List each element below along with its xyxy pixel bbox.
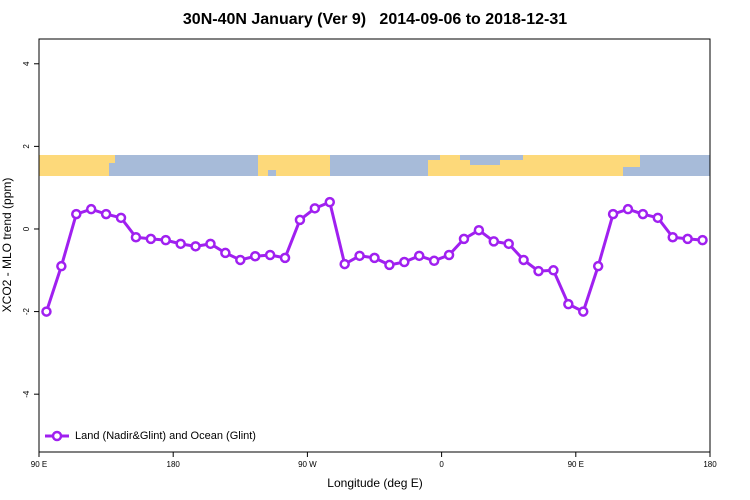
y-tick-label: -4 bbox=[22, 390, 31, 398]
point bbox=[235, 254, 246, 266]
point bbox=[160, 234, 171, 246]
plot-frame bbox=[38, 38, 711, 453]
point bbox=[279, 252, 291, 264]
point bbox=[607, 208, 619, 220]
point bbox=[637, 208, 649, 220]
point bbox=[85, 203, 97, 215]
point bbox=[443, 249, 455, 261]
point bbox=[339, 258, 350, 270]
point bbox=[56, 260, 67, 272]
y-tick-label: 0 bbox=[22, 226, 31, 231]
x-tick-label: 0 bbox=[439, 460, 444, 469]
point bbox=[220, 247, 231, 259]
y-axis-label: XCO2 - MLO trend (ppm) bbox=[0, 178, 14, 313]
point bbox=[518, 254, 529, 266]
point bbox=[488, 236, 500, 247]
point bbox=[130, 231, 142, 243]
map-band bbox=[39, 155, 710, 176]
point bbox=[175, 238, 186, 250]
point bbox=[354, 250, 365, 262]
point bbox=[697, 234, 708, 246]
y-tick-label: 4 bbox=[22, 61, 31, 66]
point bbox=[473, 224, 485, 236]
point bbox=[413, 250, 425, 262]
chart-title: 30N-40N January (Ver 9) 2014-09-06 to 20… bbox=[183, 11, 567, 28]
point bbox=[563, 298, 574, 310]
point bbox=[264, 249, 276, 261]
point bbox=[667, 231, 678, 243]
point bbox=[294, 214, 306, 226]
x-tick-label: 90 E bbox=[568, 460, 584, 469]
point bbox=[548, 265, 559, 276]
point bbox=[384, 259, 395, 271]
point bbox=[190, 241, 201, 252]
point bbox=[592, 260, 604, 272]
point bbox=[249, 250, 261, 262]
y-tick-label: 2 bbox=[22, 144, 31, 149]
point bbox=[115, 212, 127, 224]
point bbox=[399, 256, 410, 268]
x-tick-label: 180 bbox=[167, 460, 181, 469]
x-tick-label: 180 bbox=[703, 460, 717, 469]
point bbox=[100, 208, 112, 220]
legend-label: Land (Nadir&Glint) and Ocean (Glint) bbox=[75, 430, 256, 442]
point bbox=[503, 238, 514, 250]
point bbox=[458, 233, 470, 245]
point bbox=[41, 306, 52, 317]
point bbox=[324, 196, 336, 208]
point bbox=[622, 203, 634, 215]
point bbox=[71, 208, 82, 220]
point bbox=[309, 203, 321, 214]
point bbox=[578, 306, 589, 317]
point bbox=[369, 252, 380, 264]
x-axis-label: Longitude (deg E) bbox=[327, 476, 422, 490]
x-tick-label: 90 W bbox=[298, 460, 317, 469]
legend-marker bbox=[51, 430, 63, 442]
point bbox=[682, 233, 693, 245]
point bbox=[205, 238, 216, 250]
y-tick-label: -2 bbox=[22, 307, 31, 315]
point bbox=[533, 265, 544, 277]
x-tick-label: 90 E bbox=[31, 460, 47, 469]
point bbox=[652, 212, 664, 224]
point bbox=[428, 255, 440, 267]
point bbox=[145, 233, 157, 245]
